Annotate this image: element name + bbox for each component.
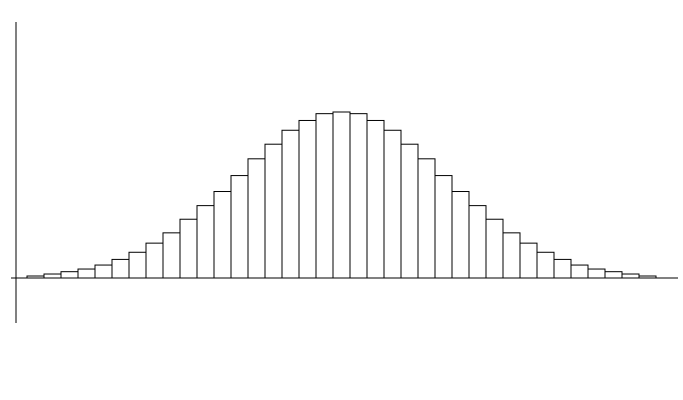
bar-29 [502, 232, 521, 279]
bar-4 [77, 268, 96, 279]
bar-31 [536, 251, 555, 279]
bar-10 [179, 218, 198, 279]
bar-24 [417, 158, 436, 279]
bar-30 [519, 242, 538, 279]
bar-7 [128, 251, 147, 279]
bar-33 [570, 264, 589, 279]
bar-11 [196, 205, 215, 279]
bar-15 [264, 143, 283, 279]
bar-21 [366, 119, 385, 279]
bar-14 [247, 158, 266, 279]
bar-6 [111, 258, 130, 279]
bar-26 [451, 191, 470, 279]
bar-16 [281, 129, 300, 279]
bar-5 [94, 264, 113, 279]
bar-17 [298, 119, 317, 279]
bar-12 [213, 191, 232, 279]
bar-36 [621, 273, 640, 279]
bar-35 [604, 271, 623, 279]
bar-13 [230, 175, 249, 279]
bar-3 [60, 271, 79, 279]
bar-27 [468, 205, 487, 279]
bar-22 [383, 129, 402, 279]
bar-9 [162, 232, 181, 279]
bar-18 [315, 113, 334, 279]
bar-23 [400, 143, 419, 279]
bar-8 [145, 242, 164, 279]
bar-28 [485, 218, 504, 279]
bar-34 [587, 268, 606, 279]
bar-2 [43, 273, 62, 279]
bars-group [26, 111, 657, 279]
bar-32 [553, 258, 572, 279]
bar-20 [349, 113, 368, 279]
bar-25 [434, 175, 453, 279]
bar-19 [332, 111, 351, 279]
